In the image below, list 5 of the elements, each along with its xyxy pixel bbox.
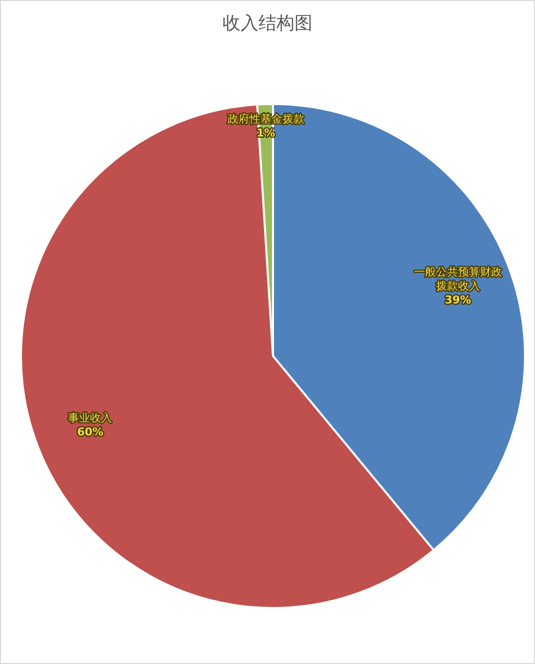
data-label: 60%	[77, 425, 104, 438]
slice-label: 事业收入	[68, 411, 112, 424]
data-label: 39%	[444, 293, 472, 306]
slice-label: 一般公共预算财政拨款收入	[414, 265, 502, 292]
chart-title: 收入结构图	[222, 12, 314, 35]
